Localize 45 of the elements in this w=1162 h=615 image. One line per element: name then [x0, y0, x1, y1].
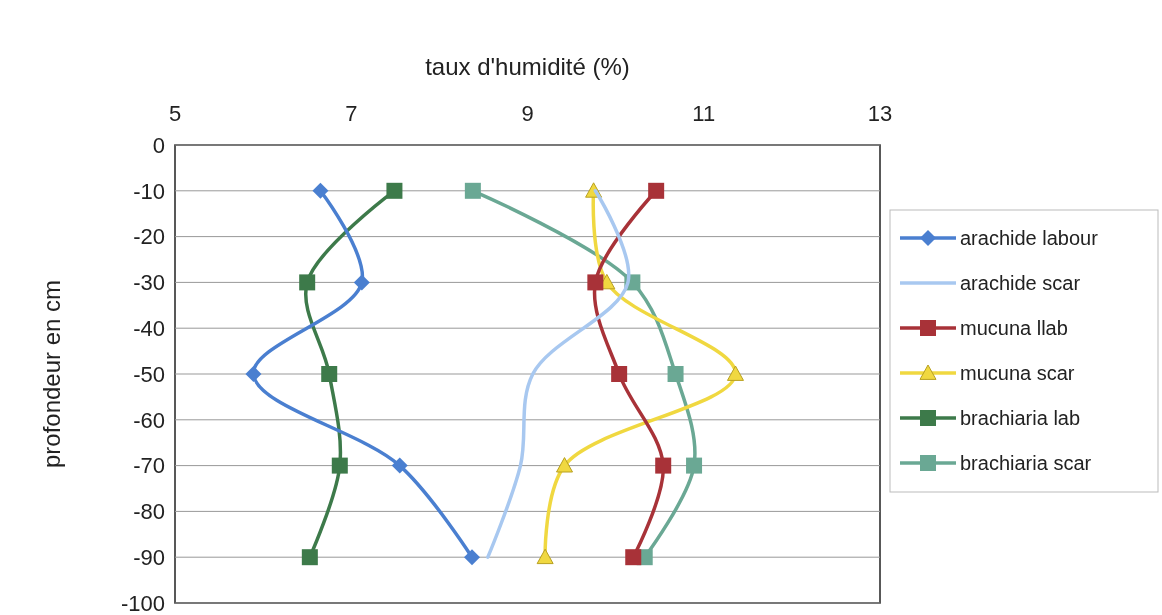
- point: [386, 182, 403, 199]
- point: [353, 274, 370, 291]
- legend-label: brachiaria scar: [960, 452, 1092, 474]
- legend-label: mucuna llab: [960, 317, 1068, 339]
- x-tick-label: 5: [168, 101, 182, 126]
- point: [726, 365, 744, 381]
- point: [556, 457, 574, 473]
- point: [611, 366, 628, 382]
- x-axis-title: taux d'humidité (%): [425, 53, 630, 80]
- y-tick-label: -20: [133, 224, 165, 250]
- point: [648, 182, 665, 199]
- x-tick-label: 13: [867, 101, 893, 126]
- x-tick-label: 11: [692, 101, 716, 126]
- point: [587, 274, 604, 291]
- x-tick-label: 7: [345, 101, 358, 126]
- legend-label: mucuna scar: [960, 362, 1075, 384]
- y-tick-label: -100: [120, 590, 165, 615]
- point: [312, 182, 329, 199]
- y-tick-label: -80: [133, 499, 165, 525]
- point: [686, 457, 703, 474]
- y-tick-label: 0: [152, 132, 165, 158]
- y-tick-label: -50: [133, 361, 165, 387]
- point: [299, 274, 316, 291]
- point: [655, 457, 672, 474]
- y-tick-label: -70: [133, 453, 165, 479]
- y-axis-title: profondeur en cm: [38, 279, 65, 469]
- point: [245, 366, 262, 382]
- point: [625, 549, 642, 566]
- legend-label: brachiaria lab: [960, 407, 1081, 429]
- point: [391, 457, 408, 474]
- point: [536, 548, 554, 565]
- point: [667, 366, 684, 382]
- point: [321, 366, 338, 382]
- point: [464, 182, 481, 199]
- legend-label: arachide labour: [960, 227, 1099, 249]
- y-tick-label: -10: [133, 178, 165, 204]
- x-tick-label: 9: [521, 101, 534, 126]
- y-tick-label: -30: [133, 270, 165, 296]
- y-tick-label: -90: [133, 544, 165, 570]
- point: [301, 549, 318, 566]
- y-tick-label: -40: [133, 315, 165, 341]
- y-tick-label: -60: [133, 407, 165, 433]
- point: [463, 549, 480, 566]
- point: [331, 457, 348, 474]
- legend-label: arachide scar: [960, 272, 1081, 294]
